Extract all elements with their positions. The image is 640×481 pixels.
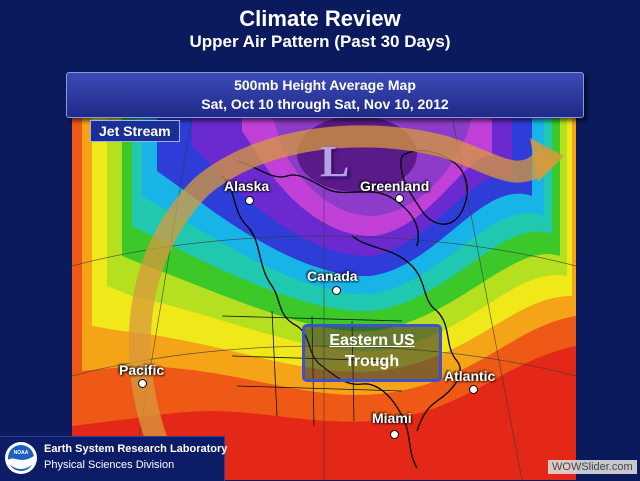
coastline-east: [416, 310, 461, 432]
parallel: [72, 235, 576, 267]
emblem-text: NOAA: [14, 450, 29, 456]
label-miami: Miami: [372, 410, 412, 426]
label-alaska: Alaska: [224, 178, 270, 194]
low-pressure-symbol: L: [320, 137, 350, 186]
label-pacific: Pacific: [119, 362, 165, 378]
noaa-emblem-icon: NOAA: [5, 442, 37, 474]
label-atlantic: Atlantic: [444, 368, 496, 384]
marker-atlantic: [469, 385, 478, 394]
border-line: [271, 310, 278, 417]
height-map: [72, 116, 576, 480]
banner-line-2: Sat, Oct 10 through Sat, Nov 10, 2012: [201, 96, 449, 112]
logo-line-2: Physical Sciences Division: [44, 459, 175, 471]
header: Climate Review Upper Air Pattern (Past 3…: [0, 0, 640, 60]
marker-alaska: [245, 196, 254, 205]
coastline-arctic: [236, 160, 419, 247]
border-line: [236, 385, 403, 392]
coastline-hudson: [351, 235, 438, 312]
jet-stream-arrow: [128, 125, 553, 477]
trough-callout: Eastern US Trough: [302, 324, 442, 382]
esrl-logo: NOAA Earth System Research Laboratory Ph…: [0, 436, 228, 481]
page-subtitle: Upper Air Pattern (Past 30 Days): [189, 32, 451, 51]
page-title: Climate Review: [239, 6, 401, 31]
trough-line-1: Eastern US: [329, 332, 415, 349]
trough-line-2: Trough: [344, 353, 400, 370]
map-banner: 500mb Height Average Map Sat, Oct 10 thr…: [66, 72, 584, 118]
logo-line-1: Earth System Research Laboratory: [44, 443, 228, 455]
watermark[interactable]: WOWSlider.com: [548, 460, 637, 474]
meridian: [451, 116, 523, 480]
label-canada: Canada: [307, 268, 358, 284]
label-greenland: Greenland: [360, 178, 430, 194]
marker-canada: [332, 286, 341, 295]
jet-stream-label: Jet Stream: [90, 120, 180, 142]
emblem-wave: [8, 456, 34, 469]
marker-miami: [390, 430, 399, 439]
jet-stream-arrowhead: [530, 138, 564, 182]
marker-greenland: [395, 194, 404, 203]
marker-pacific: [138, 379, 147, 388]
height-map-graphic: [72, 116, 576, 480]
banner-line-1: 500mb Height Average Map: [234, 77, 416, 93]
